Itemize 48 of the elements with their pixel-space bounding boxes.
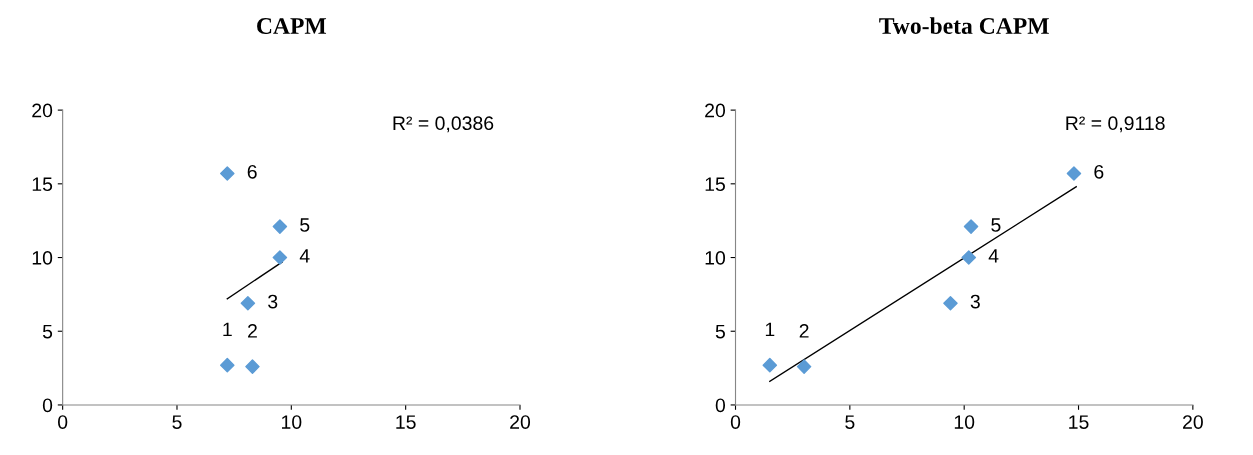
x-tick-label: 20 bbox=[510, 415, 531, 429]
x-tick-label: 10 bbox=[281, 415, 302, 429]
y-tick-label: 0 bbox=[715, 398, 726, 413]
y-tick-label: 20 bbox=[32, 103, 53, 118]
point bbox=[963, 219, 979, 234]
y-tick-label: 10 bbox=[32, 251, 53, 265]
annotation: 4 bbox=[299, 249, 310, 263]
y-tick-label: 15 bbox=[32, 177, 53, 192]
y-tick-label: 0 bbox=[42, 398, 53, 413]
y-tick-label: 20 bbox=[705, 103, 726, 118]
y-tick-label: 15 bbox=[705, 177, 725, 192]
x-tick-label: 15 bbox=[1069, 415, 1089, 429]
annotation: 2 bbox=[248, 324, 257, 338]
chart-title: CAPM bbox=[257, 18, 327, 34]
x-tick-label: 20 bbox=[1183, 415, 1203, 429]
y-tick-label: 10 bbox=[705, 251, 726, 265]
annotation: 6 bbox=[247, 164, 257, 179]
point bbox=[943, 295, 958, 311]
y-tick-label: 5 bbox=[42, 324, 53, 339]
point bbox=[272, 219, 288, 234]
point bbox=[961, 250, 977, 265]
point bbox=[240, 295, 256, 311]
chart-title: Two-beta CAPM bbox=[879, 17, 1049, 34]
x-tick-label: 5 bbox=[172, 415, 182, 429]
annotation: 3 bbox=[268, 294, 278, 309]
point bbox=[220, 166, 235, 181]
x-tick-label: 0 bbox=[730, 415, 741, 429]
x-tick-label: 15 bbox=[396, 415, 416, 429]
annotation: 2 bbox=[799, 324, 809, 338]
point bbox=[272, 250, 288, 265]
annotation: 3 bbox=[970, 294, 980, 309]
x-tick-label: 10 bbox=[954, 415, 975, 429]
point bbox=[1066, 166, 1082, 181]
point bbox=[220, 357, 235, 373]
point bbox=[245, 359, 260, 374]
annotation: R² = 0,9118 bbox=[1066, 116, 1165, 133]
annotation: 4 bbox=[988, 249, 999, 263]
annotation: 1 bbox=[765, 322, 775, 337]
annotation: 1 bbox=[223, 322, 232, 337]
point bbox=[762, 357, 778, 373]
annotation: 6 bbox=[1094, 164, 1104, 179]
point bbox=[796, 359, 812, 374]
x-tick-label: 0 bbox=[58, 415, 68, 429]
annotation: 5 bbox=[991, 218, 1001, 232]
y-tick-label: 5 bbox=[715, 324, 725, 339]
x-tick-label: 5 bbox=[845, 415, 855, 429]
annotation: 5 bbox=[300, 218, 310, 232]
annotation: R² = 0,0386 bbox=[393, 116, 494, 133]
